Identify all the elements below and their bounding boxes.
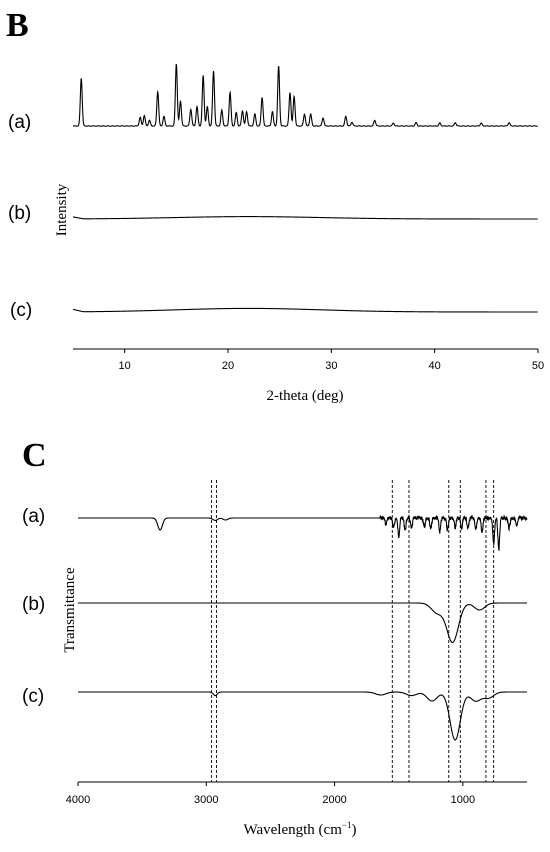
panel-letter-b: B [6,7,29,44]
x-tick-label-b: 10 [119,360,131,372]
x-ticks-c: 4000 3000 2000 1000 [66,782,475,806]
xrd-panel: B (a) (b) (c) Intensity 10 20 30 40 50 2-the… [6,7,544,404]
x-tick-label-c: 4000 [66,794,90,806]
y-axis-title-c: Transmittance [62,567,78,653]
reference-lines [210,480,495,782]
x-axis-title-c-main: Wavelength (cm [244,822,343,838]
x-axis-title-b: 2-theta (deg) [266,388,343,404]
x-tick-label-c: 2000 [322,794,346,806]
trace-label-b: (b) [8,203,31,224]
x-tick-label-b: 30 [325,360,337,372]
x-tick-label-b: 50 [532,360,544,372]
x-axis-title-c-end: ) [351,822,356,838]
x-axis-title-c: Wavelength (cm−1) [244,820,357,838]
xrd-trace-c [72,307,538,313]
x-axis-title-c-sup: −1 [342,820,352,830]
trace-label-a-c: (a) [22,506,45,527]
xrd-trace-a [72,64,538,127]
x-tick-label-b: 40 [429,360,441,372]
x-ticks-b: 10 20 30 40 50 [119,349,544,372]
y-axis-title-b: Intensity [54,183,70,236]
ftir-trace-c [78,691,527,741]
ftir-trace-b [78,602,527,644]
trace-label-c-c: (c) [22,686,44,707]
xrd-trace-b [72,216,538,220]
x-tick-label-c: 1000 [451,794,475,806]
ftir-trace-a [78,514,528,551]
x-tick-label-b: 20 [222,360,234,372]
panel-letter-c: C [22,437,47,474]
trace-label-a: (a) [8,112,31,133]
trace-label-c: (c) [10,300,32,321]
ftir-panel: C (a) (b) (c) Transmittance 4000 3000 2000… [22,437,528,838]
x-tick-label-c: 3000 [194,794,218,806]
trace-label-b-c: (b) [22,594,45,615]
